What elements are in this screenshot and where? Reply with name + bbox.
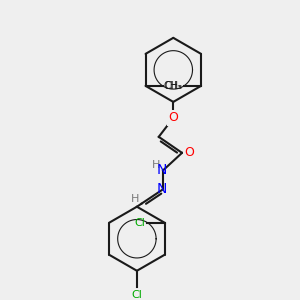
Text: H: H bbox=[152, 160, 160, 170]
Text: Cl: Cl bbox=[131, 290, 142, 300]
Text: O: O bbox=[184, 146, 194, 159]
Text: Cl: Cl bbox=[135, 218, 146, 228]
Text: CH₃: CH₃ bbox=[164, 81, 183, 91]
Text: CH₃: CH₃ bbox=[164, 81, 182, 91]
Text: H: H bbox=[131, 194, 140, 204]
Text: N: N bbox=[157, 182, 167, 196]
Text: N: N bbox=[157, 163, 167, 177]
Text: O: O bbox=[168, 111, 178, 124]
